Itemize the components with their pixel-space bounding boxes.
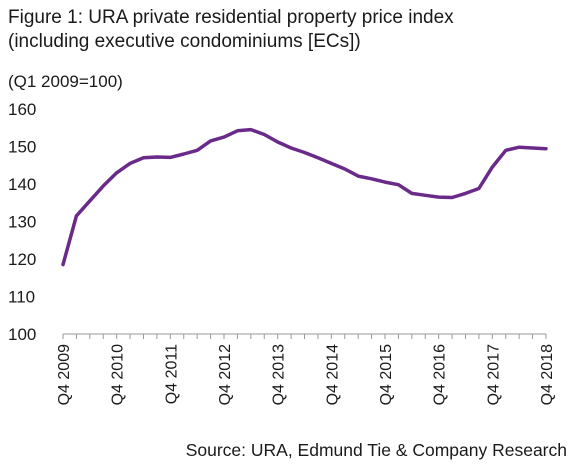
y-tick-label: 150 [8,138,36,157]
x-tick-label: Q4 2015 [378,344,395,405]
chart-title-line-1: Figure 1: URA private residential proper… [8,7,454,28]
y-tick-label: 140 [8,175,36,194]
y-tick-label: 120 [8,250,36,269]
x-tick-label: Q4 2012 [217,344,234,405]
x-tick-label: Q4 2014 [324,344,341,405]
x-tick-label: Q4 2010 [110,344,127,405]
y-tick-label: 130 [8,213,36,232]
chart-title: Figure 1: URA private residential proper… [8,6,573,54]
chart-title-line-2: (including executive condominiums [ECs]) [8,31,361,52]
x-tick-label: Q4 2013 [271,344,288,405]
x-tick-label: Q4 2018 [539,344,556,405]
y-tick-label: 100 [8,325,36,344]
x-tick-label: Q4 2016 [432,344,449,405]
y-tick-label: 160 [8,100,36,119]
x-tick-label: Q4 2009 [56,344,73,405]
y-axis-unit-label: (Q1 2009=100) [8,72,123,91]
source-note: Source: URA, Edmund Tie & Company Resear… [185,440,567,460]
price-index-line [61,127,548,267]
y-tick-label: 110 [8,288,35,307]
x-tick-label: Q4 2011 [163,344,180,404]
x-tick-label: Q4 2017 [485,344,502,405]
